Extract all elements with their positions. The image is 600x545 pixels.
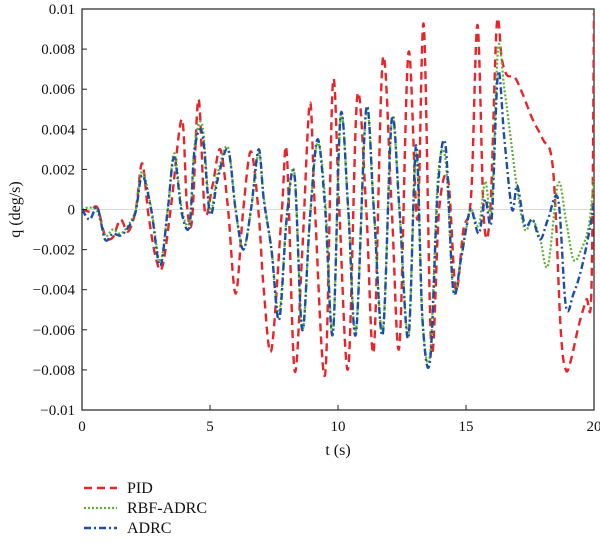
series-line-adrc <box>82 71 594 368</box>
plot-area <box>82 9 594 410</box>
y-tick-label: −0.01 <box>40 403 75 419</box>
series-layer <box>82 13 594 376</box>
x-tick-label: 20 <box>587 419 600 435</box>
y-tick-label: −0.008 <box>33 363 75 379</box>
y-tick-label: −0.004 <box>33 283 76 299</box>
axes-layer: −0.01 −0.008 −0.006 −0.004 −0.002 0 0.002 0.004… <box>33 2 600 435</box>
y-tick-label: 0.01 <box>49 2 75 18</box>
x-tick-label: 5 <box>206 419 214 435</box>
y-tick-label: 0 <box>68 203 76 219</box>
legend-label-rbf-adrc: RBF-ADRC <box>127 500 207 517</box>
series-line-pid <box>82 13 594 376</box>
y-tick-label: −0.006 <box>33 323 76 339</box>
y-tick-label: 0.002 <box>41 162 75 178</box>
y-axis-label: q (deg/s) <box>7 181 24 237</box>
y-tick-label: 0.006 <box>41 82 75 98</box>
y-tick-label: 0.004 <box>41 122 75 138</box>
x-tick-label: 10 <box>331 419 346 435</box>
y-tick-label: −0.002 <box>33 243 75 259</box>
x-axis-label: t (s) <box>325 442 350 459</box>
legend-label-pid: PID <box>127 480 153 497</box>
legend-label-adrc: ADRC <box>127 520 171 537</box>
legend: PID RBF-ADRC ADRC <box>84 480 207 537</box>
x-tick-label: 15 <box>459 419 474 435</box>
x-tick-label: 0 <box>78 419 86 435</box>
y-tick-label: 0.008 <box>41 42 75 58</box>
